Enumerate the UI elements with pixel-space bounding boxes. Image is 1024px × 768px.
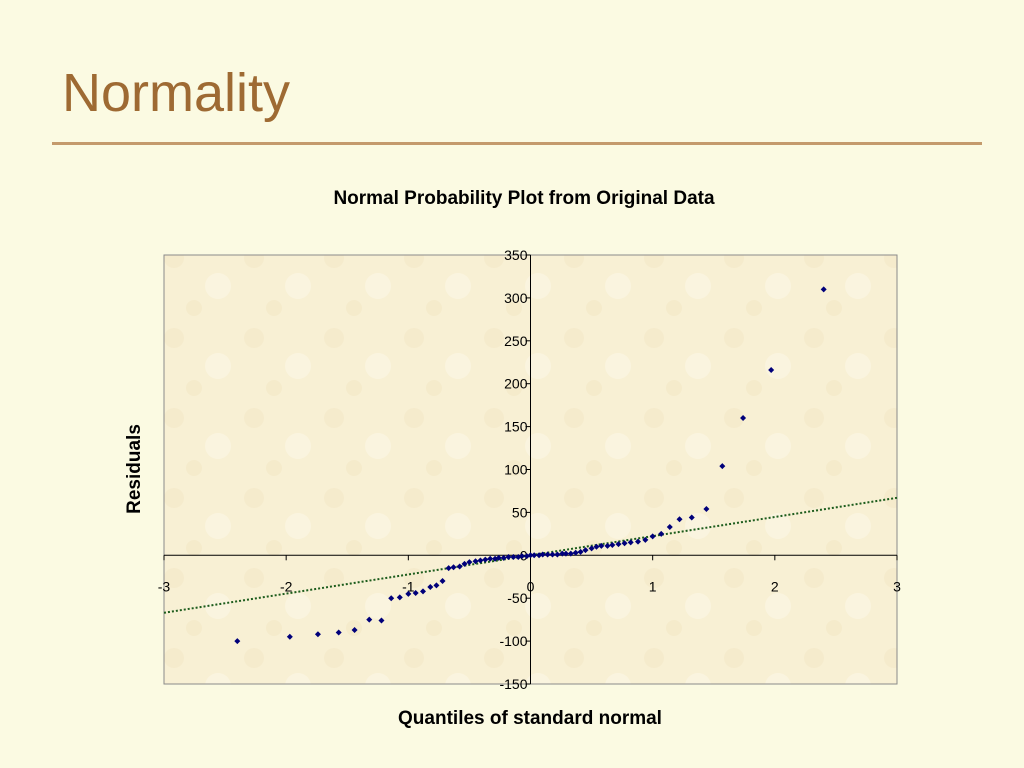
- data-point: [609, 542, 616, 549]
- data-point: [621, 540, 628, 547]
- data-point: [649, 533, 656, 540]
- data-point: [598, 542, 605, 549]
- x-tick-label: 3: [893, 578, 901, 594]
- data-point: [567, 550, 574, 557]
- data-point: [445, 565, 452, 572]
- data-point: [544, 551, 551, 558]
- data-point: [396, 594, 403, 601]
- data-point: [461, 560, 468, 567]
- data-point: [820, 286, 827, 293]
- data-point: [466, 559, 473, 566]
- data-point: [627, 539, 634, 546]
- data-point: [427, 584, 434, 591]
- data-point: [500, 554, 507, 561]
- data-point: [642, 536, 649, 543]
- data-point: [335, 629, 342, 636]
- data-point: [588, 545, 595, 552]
- data-point: [582, 547, 589, 554]
- y-tick-label: -50: [507, 590, 527, 606]
- slide-title: Normality: [62, 63, 291, 123]
- x-tick-label: 0: [527, 578, 535, 594]
- x-tick-label: 2: [771, 578, 779, 594]
- data-point: [518, 553, 525, 560]
- data-point: [487, 555, 494, 562]
- data-point: [740, 415, 747, 422]
- x-tick-label: -2: [280, 578, 293, 594]
- data-point: [658, 530, 665, 537]
- data-point: [666, 523, 673, 530]
- data-point: [472, 558, 479, 565]
- y-tick-label: 50: [512, 504, 528, 520]
- data-point: [703, 505, 710, 512]
- data-point: [482, 556, 489, 563]
- data-point: [366, 616, 373, 623]
- data-point: [505, 554, 512, 561]
- data-point: [234, 638, 241, 645]
- data-point: [405, 590, 412, 597]
- y-tick-label: 300: [504, 290, 528, 306]
- y-tick-label: 250: [504, 333, 528, 349]
- data-point: [527, 552, 534, 559]
- data-point: [554, 551, 561, 558]
- x-axis-title: Quantiles of standard normal: [398, 708, 662, 729]
- data-point: [549, 551, 556, 558]
- data-point: [676, 516, 683, 523]
- data-point: [635, 538, 642, 545]
- data-point: [604, 542, 611, 549]
- data-point: [314, 631, 321, 638]
- y-axis-title: Residuals: [124, 424, 145, 514]
- data-point: [477, 557, 484, 564]
- data-point: [593, 543, 600, 550]
- x-tick-label: -3: [158, 578, 171, 594]
- data-point: [688, 514, 695, 521]
- data-point: [531, 552, 538, 559]
- data-point: [456, 563, 463, 570]
- data-point: [378, 617, 385, 624]
- x-tick-label: -1: [402, 578, 415, 594]
- data-point: [495, 554, 502, 561]
- data-point: [419, 588, 426, 595]
- data-point: [615, 541, 622, 548]
- data-point: [539, 551, 546, 558]
- title-divider: [52, 142, 982, 145]
- data-point: [388, 595, 395, 602]
- data-point: [412, 590, 419, 597]
- data-point: [433, 582, 440, 589]
- y-tick-label: -150: [499, 676, 527, 692]
- y-tick-label: 200: [504, 376, 528, 392]
- data-point: [719, 463, 726, 470]
- x-tick-label: 1: [649, 578, 657, 594]
- data-point: [510, 554, 517, 561]
- y-tick-label: 100: [504, 462, 528, 478]
- data-point: [768, 366, 775, 373]
- data-point: [562, 550, 569, 557]
- data-point: [439, 578, 446, 585]
- data-point: [577, 548, 584, 555]
- y-tick-label: -100: [499, 633, 527, 649]
- y-tick-label: 150: [504, 419, 528, 435]
- data-point: [559, 550, 566, 557]
- chart-title: Normal Probability Plot from Original Da…: [333, 188, 715, 209]
- data-point: [450, 564, 457, 571]
- data-point: [351, 626, 358, 633]
- data-point: [572, 549, 579, 556]
- y-tick-label: 350: [504, 247, 528, 263]
- data-point: [286, 633, 293, 640]
